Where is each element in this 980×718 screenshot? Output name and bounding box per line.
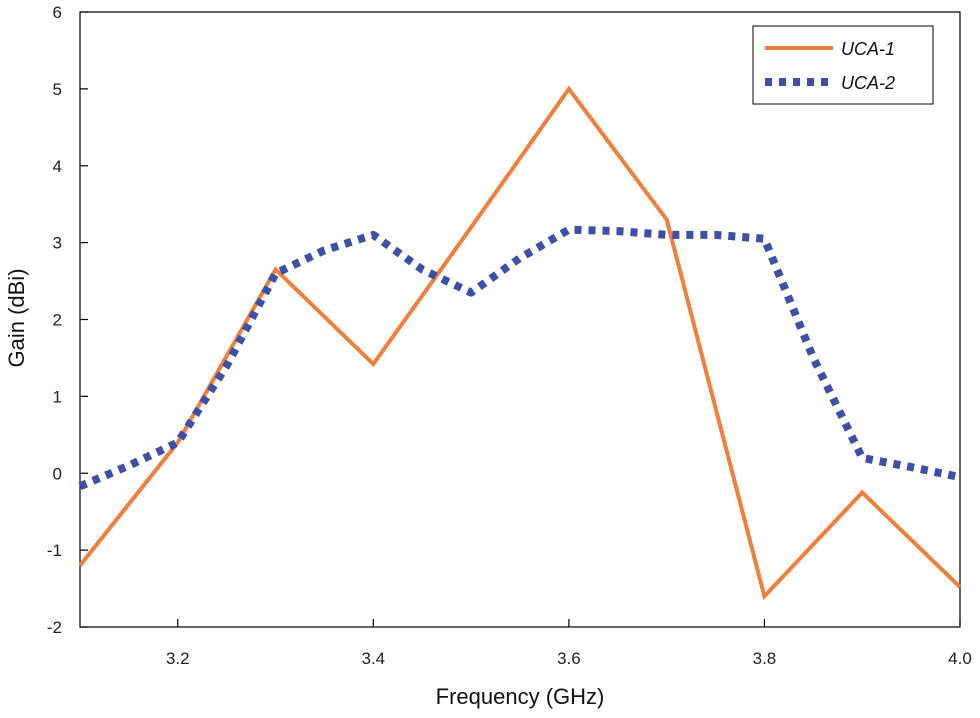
y-axis: -2 -1 0 1 2 3 4 5 6: [47, 3, 88, 637]
x-tick-label: 4.0: [948, 649, 972, 668]
series-line-uca-1: [78, 85, 962, 601]
y-tick-label: 4: [53, 157, 62, 176]
series-layer: [78, 85, 962, 601]
y-tick-label: 3: [53, 234, 62, 253]
x-tick-label: 3.6: [557, 649, 581, 668]
y-tick-label: 2: [53, 311, 62, 330]
y-tick-label: 6: [53, 3, 62, 22]
y-axis-title: Gain (dBi): [4, 268, 29, 367]
legend-box: [752, 25, 934, 105]
x-axis: 3.2 3.4 3.6 3.8 4.0: [166, 619, 972, 668]
x-tick-label: 3.8: [753, 649, 777, 668]
legend: UCA-1 UCA-2: [752, 25, 934, 105]
legend-label-uca-1: UCA-1: [841, 39, 895, 59]
y-tick-label: 1: [53, 387, 62, 406]
series-line-uca-2: [78, 225, 961, 490]
y-tick-label: -1: [47, 541, 62, 560]
x-tick-label: 3.4: [362, 649, 386, 668]
x-tick-label: 3.2: [166, 649, 190, 668]
y-tick-label: 5: [53, 80, 62, 99]
y-tick-label: -2: [47, 618, 62, 637]
x-axis-title: Frequency (GHz): [436, 684, 605, 709]
y-tick-label: 0: [53, 464, 62, 483]
legend-label-uca-2: UCA-2: [841, 73, 895, 93]
